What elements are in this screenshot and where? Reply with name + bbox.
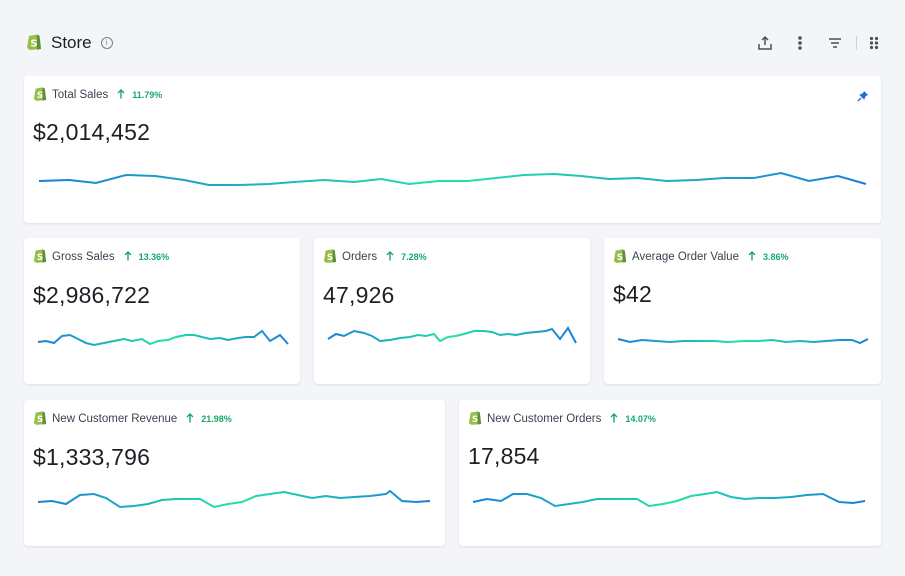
trend-line [38,171,867,186]
card-title: New Customer Orders [487,413,602,425]
shopify-icon: S [33,85,47,106]
sparkline [472,490,866,508]
more-vertical-icon[interactable] [789,32,811,54]
arrow-up-icon [124,251,139,263]
card-header: S Gross Sales 13.36% [33,247,169,268]
metric-value: 17,854 [468,443,540,469]
delta-badge: 3.86% [748,251,789,263]
delta-badge: 21.98% [186,413,232,425]
card-title: Average Order Value [632,251,739,263]
metric-card-gross-sales[interactable]: S Gross Sales 13.36% $2,986,722 [24,238,300,384]
sparkline [38,171,867,186]
svg-text:S: S [30,38,37,49]
metric-value: $1,333,796 [33,444,151,470]
card-header: S New Customer Revenue 21.98% [33,409,232,430]
metric-card-new-customer-revenue[interactable]: S New Customer Revenue 21.98% $1,333,796 [24,400,445,546]
toolbar [741,30,885,56]
card-title: Total Sales [52,89,109,101]
card-header: S New Customer Orders 14.07% [468,409,656,430]
card-header: S Total Sales 11.79% [33,85,162,106]
card-header: S Average Order Value 3.86% [613,247,789,268]
shopify-icon: S [26,32,42,55]
arrow-up-icon [386,251,401,263]
svg-text:S: S [327,252,333,262]
trend-line [37,489,431,509]
trend-line [472,490,866,508]
sparkline [617,338,869,345]
arrow-up-icon [186,413,201,425]
svg-text:S: S [37,414,43,424]
card-title: Orders [342,251,378,263]
svg-text:S: S [617,252,623,262]
metric-value: $2,986,722 [33,282,151,308]
shopify-icon: S [323,247,337,268]
svg-text:S: S [37,90,43,100]
export-icon[interactable] [754,32,776,54]
info-icon[interactable]: i [100,37,113,49]
shopify-icon: S [468,409,482,430]
filter-icon[interactable] [824,32,846,54]
shopify-icon: S [613,247,627,268]
arrow-up-icon [117,89,132,101]
arrow-up-icon [610,413,625,425]
trend-line [327,326,577,344]
delta-badge: 14.07% [610,413,656,425]
sparkline [37,329,289,347]
arrow-up-icon [748,251,763,263]
delta-badge: 11.79% [117,89,162,101]
trend-line [617,338,869,345]
card-title: Gross Sales [52,251,115,263]
pin-icon[interactable] [857,89,869,107]
metric-card-orders[interactable]: S Orders 7.28% 47,926 [314,238,590,384]
shopify-icon: S [33,409,47,430]
dashboard-header: S Store i [26,30,885,56]
metric-value: $42 [613,281,652,307]
svg-text:S: S [37,252,43,262]
toolbar-divider [856,36,857,50]
svg-text:S: S [472,414,478,424]
shopify-icon: S [33,247,47,268]
trend-line [37,329,289,347]
page-title: Store [51,33,92,52]
card-header: S Orders 7.28% [323,247,427,268]
metric-value: $2,014,452 [33,119,151,145]
card-title: New Customer Revenue [52,413,178,425]
metric-card-average-order-value[interactable]: S Average Order Value 3.86% $42 [604,238,881,384]
sparkline [327,326,577,344]
sparkline [37,489,431,509]
drag-handle-icon[interactable] [863,32,885,54]
metric-card-total-sales[interactable]: S Total Sales 11.79% $2,014,452 [24,76,881,223]
metric-value: 47,926 [323,282,395,308]
delta-badge: 13.36% [124,251,169,263]
delta-badge: 7.28% [386,251,427,263]
metric-card-new-customer-orders[interactable]: S New Customer Orders 14.07% 17,854 [459,400,881,546]
